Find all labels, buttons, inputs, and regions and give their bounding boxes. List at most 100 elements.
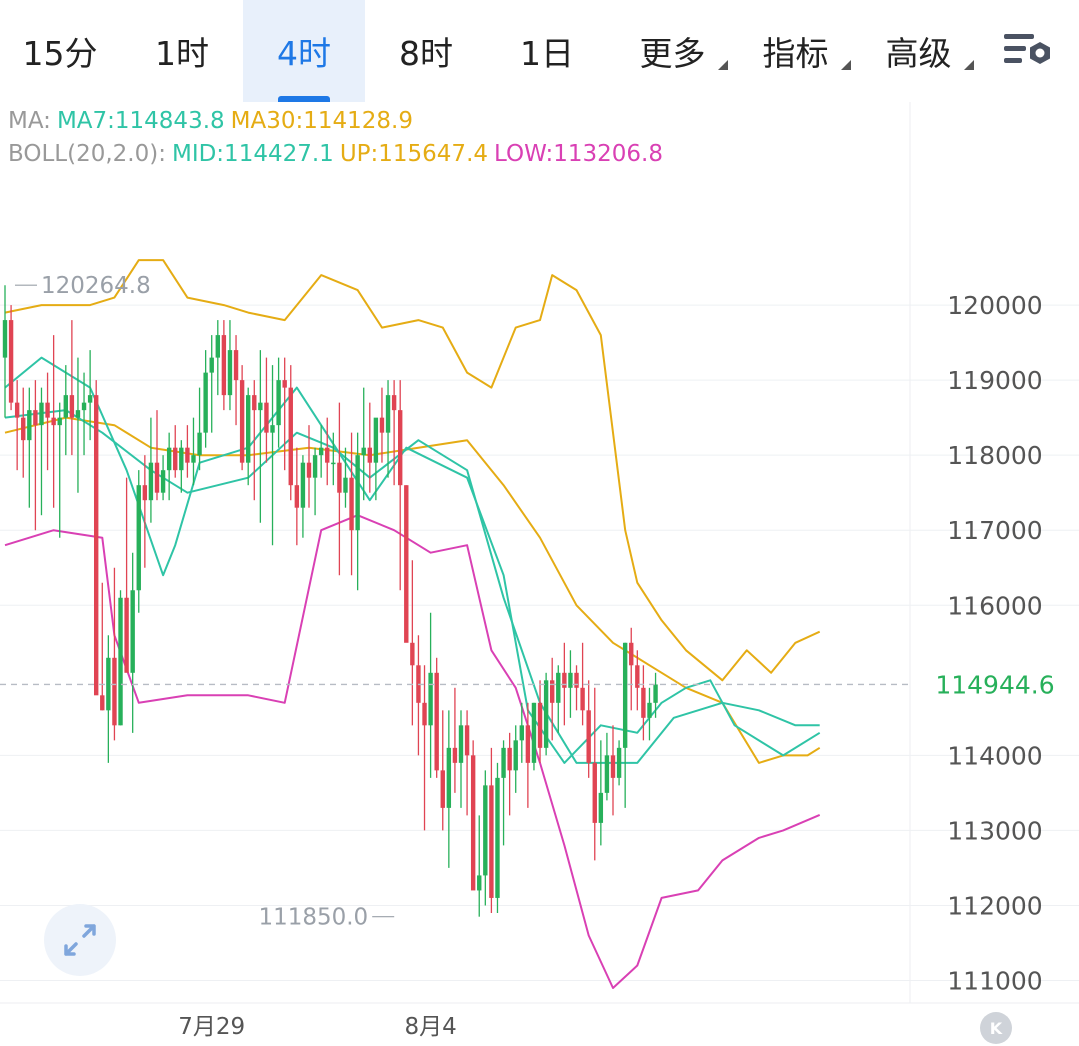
- candle-down: [69, 395, 75, 418]
- candle-down: [507, 747, 512, 771]
- candle-up: [483, 785, 488, 876]
- timeframe-tabs: 15分 1时 4时 8时 1日 更多 指标 高级: [0, 0, 1079, 102]
- candle-down: [592, 762, 597, 823]
- candle-up: [556, 672, 561, 703]
- y-tick-label: 112000: [947, 891, 1042, 920]
- candle-down: [391, 395, 397, 411]
- candle-down: [635, 665, 640, 688]
- candle-down: [45, 402, 50, 418]
- candle-down: [173, 447, 178, 471]
- candle-down: [325, 447, 330, 463]
- dropdown-triangle-icon: [718, 60, 728, 70]
- k-icon: K: [989, 1018, 1003, 1038]
- tab-label: 8时: [399, 34, 453, 73]
- candle-up: [179, 447, 184, 471]
- candle-up: [312, 455, 318, 478]
- candle-up: [519, 725, 524, 741]
- y-tick-label: 119000: [947, 366, 1042, 395]
- candle-down: [233, 350, 239, 381]
- candle-down: [422, 702, 427, 726]
- candle-up: [118, 597, 123, 726]
- candle-up: [2, 320, 8, 358]
- candle-up: [318, 447, 324, 456]
- candle-up: [87, 395, 93, 403]
- candle-down: [580, 687, 585, 711]
- candle-up: [653, 684, 658, 703]
- tab-label: 4时: [277, 34, 331, 73]
- candle-up: [458, 725, 464, 763]
- candle-down: [282, 380, 287, 388]
- candle-up: [258, 402, 263, 411]
- candle-up: [373, 417, 379, 463]
- candle-up: [543, 680, 549, 748]
- candle-up: [616, 747, 622, 778]
- candle-up: [227, 350, 233, 396]
- candle-up: [136, 485, 141, 591]
- candle-up: [209, 357, 214, 373]
- tab-indicators[interactable]: 指标: [738, 0, 853, 102]
- tab-4h[interactable]: 4时: [243, 0, 365, 102]
- expand-arrows-icon: [64, 924, 96, 956]
- y-tick-label: 114000: [947, 741, 1042, 770]
- low-marker-label: 111850.0: [258, 905, 368, 931]
- tab-15m[interactable]: 15分: [0, 0, 120, 102]
- tab-more[interactable]: 更多: [615, 0, 730, 102]
- boll-low-value: LOW:113206.8: [494, 141, 664, 167]
- boll-up-value: UP:115647.4: [339, 141, 489, 167]
- candle-down: [525, 725, 531, 763]
- candle-up: [81, 402, 87, 411]
- candle-down: [629, 642, 634, 666]
- tab-advanced[interactable]: 高级: [861, 0, 976, 102]
- tab-1d[interactable]: 1日: [487, 0, 607, 102]
- current-price-box: [911, 662, 1079, 707]
- candle-up: [531, 702, 537, 763]
- candle-down: [252, 395, 257, 411]
- candle-down: [337, 462, 342, 493]
- candle-down: [550, 680, 555, 703]
- tab-label: 15分: [22, 34, 98, 73]
- scroll-to-latest-button[interactable]: K: [980, 1012, 1012, 1044]
- candle-down: [112, 657, 117, 726]
- tab-1h[interactable]: 1时: [122, 0, 242, 102]
- candle-down: [367, 447, 372, 463]
- fullscreen-button[interactable]: [44, 904, 116, 976]
- candle-down: [440, 770, 445, 808]
- candle-down: [8, 320, 14, 403]
- candle-up: [57, 417, 62, 426]
- candle-down: [288, 387, 293, 486]
- boll-mid-value: MID:114427.1: [171, 141, 334, 167]
- candle-down: [434, 672, 439, 771]
- candle-up: [276, 380, 281, 426]
- candle-down: [610, 755, 616, 778]
- candle-up: [647, 702, 652, 718]
- candle-down: [51, 417, 56, 426]
- tab-label: 1日: [520, 34, 574, 73]
- candle-up: [361, 447, 366, 456]
- candle-down: [641, 687, 646, 718]
- ma-legend: MA: MA7:114843.8 MA30:114128.9: [8, 108, 419, 134]
- dropdown-triangle-icon: [841, 60, 851, 70]
- ma30-value: MA30:114128.9: [230, 108, 413, 134]
- y-tick-label: 117000: [947, 516, 1042, 545]
- candle-down: [562, 672, 567, 688]
- candle-up: [568, 672, 573, 688]
- candle-up: [495, 777, 500, 898]
- candle-down: [185, 447, 190, 463]
- candle-down: [537, 702, 543, 748]
- tab-label: 1时: [155, 34, 209, 73]
- x-tick-label: 7月29: [178, 1014, 245, 1040]
- candle-down: [470, 755, 476, 891]
- ma-prefix: MA:: [8, 108, 51, 134]
- high-marker-label: 120264.8: [41, 273, 151, 299]
- chart-settings-button[interactable]: [1000, 28, 1058, 74]
- candle-down: [124, 597, 129, 673]
- candle-up: [191, 455, 196, 463]
- candle-up: [166, 447, 172, 471]
- candle-down: [21, 417, 26, 441]
- tab-8h[interactable]: 8时: [366, 0, 486, 102]
- tab-label: 指标: [762, 34, 829, 73]
- candle-up: [197, 432, 202, 456]
- candle-up: [160, 470, 166, 493]
- candle-down: [94, 395, 99, 696]
- price-chart[interactable]: 120000 119000 118000 117000 116000 114000 1130…: [0, 102, 1079, 1046]
